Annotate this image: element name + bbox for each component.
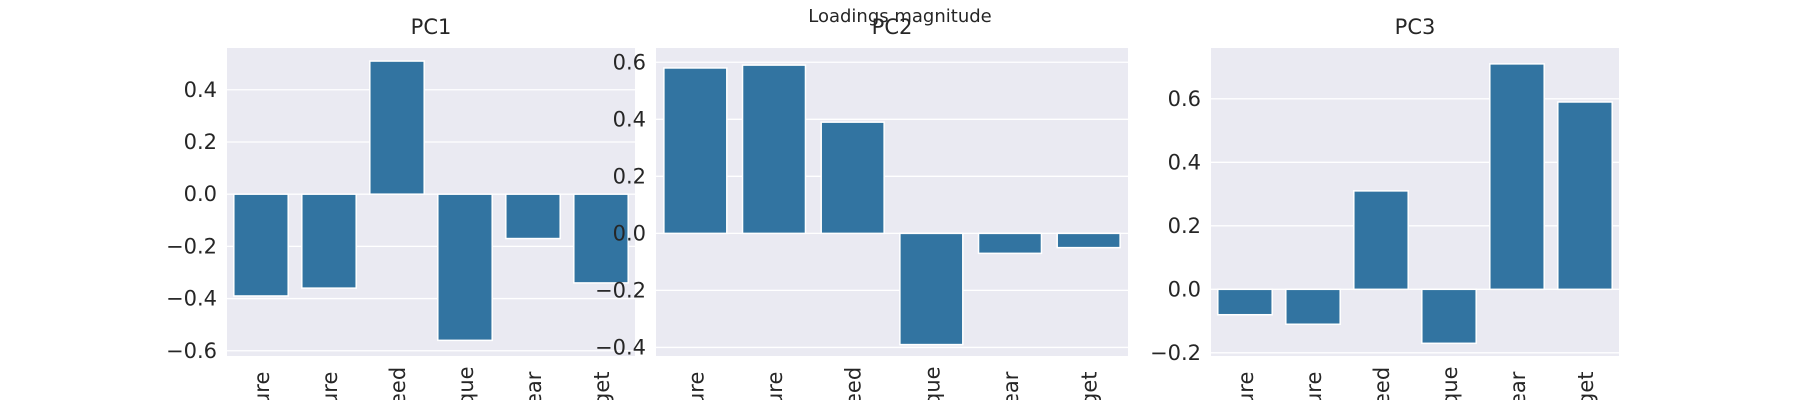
bar	[1217, 288, 1273, 316]
x-category-label: get	[590, 372, 614, 400]
bar	[233, 193, 289, 297]
bar	[1557, 101, 1613, 291]
panel-title: PC1	[411, 15, 452, 39]
y-tick-label: 0.0	[184, 182, 217, 206]
y-tick-label: 0.4	[613, 107, 646, 131]
bar	[301, 193, 357, 289]
panel-title: PC3	[1395, 15, 1436, 39]
y-tick-label: −0.2	[166, 234, 217, 258]
bar	[505, 193, 561, 240]
y-tick-label: −0.4	[166, 287, 217, 311]
x-category-label: eed	[1370, 367, 1394, 400]
bar	[741, 64, 807, 235]
bar	[573, 193, 629, 284]
bar	[1285, 288, 1341, 325]
x-category-label: ure	[250, 372, 274, 400]
y-tick-label: 0.4	[184, 78, 217, 102]
y-tick-label: 0.0	[1168, 277, 1201, 301]
panel-3: −0.2 0.0 0.2 0.4 0.6 ure ure eed que ear get PC3	[1150, 15, 1619, 400]
y-tick-label: −0.2	[595, 278, 646, 302]
x-category-label: eed	[842, 367, 866, 400]
x-category-label: ear	[999, 371, 1023, 400]
x-category-label: ear	[522, 371, 546, 400]
x-category-label: get	[1574, 372, 1598, 400]
y-tick-label: 0.2	[1168, 214, 1201, 238]
y-tick-label: 0.6	[1168, 87, 1201, 111]
bar	[977, 232, 1043, 255]
panel-title: PC2	[872, 15, 913, 39]
y-tick-label: 0.6	[613, 50, 646, 74]
x-category-label: get	[1078, 372, 1102, 400]
bar	[1353, 190, 1409, 291]
x-category-label: ure	[318, 372, 342, 400]
figure-suptitle: Loadings magnitude	[808, 6, 992, 27]
x-category-label: que	[454, 366, 478, 400]
x-category-label: que	[1438, 366, 1462, 400]
x-category-label: ure	[684, 372, 708, 400]
y-tick-label: −0.4	[595, 335, 646, 359]
y-tick-label: 0.4	[1168, 150, 1201, 174]
x-category-label: ure	[1302, 372, 1326, 400]
panel-2: −0.4 −0.2 0.0 0.2 0.4 0.6 ure ure eed que ear get PC…	[595, 15, 1128, 400]
y-tick-label: −0.2	[1150, 341, 1201, 365]
bar	[899, 232, 964, 346]
x-category-label: eed	[386, 367, 410, 400]
plot-area	[227, 48, 635, 356]
bar	[820, 121, 885, 235]
x-category-label: ure	[763, 372, 787, 400]
y-tick-label: −0.6	[166, 339, 217, 363]
x-category-label: ear	[1506, 371, 1530, 400]
bar	[437, 193, 493, 342]
bar	[1056, 232, 1121, 249]
y-tick-label: 0.2	[613, 164, 646, 188]
panel-1: −0.6 −0.4 −0.2 0.0 0.2 0.4 ure ure eed que ear get P…	[166, 15, 635, 400]
bar	[1489, 63, 1545, 291]
y-tick-label: 0.2	[184, 130, 217, 154]
bar	[663, 67, 728, 235]
x-category-label: que	[920, 366, 944, 400]
y-tick-label: 0.0	[613, 221, 646, 245]
bar	[1421, 288, 1477, 345]
x-category-label: ure	[1234, 372, 1258, 400]
plot-area	[656, 48, 1128, 356]
bar	[369, 60, 425, 195]
